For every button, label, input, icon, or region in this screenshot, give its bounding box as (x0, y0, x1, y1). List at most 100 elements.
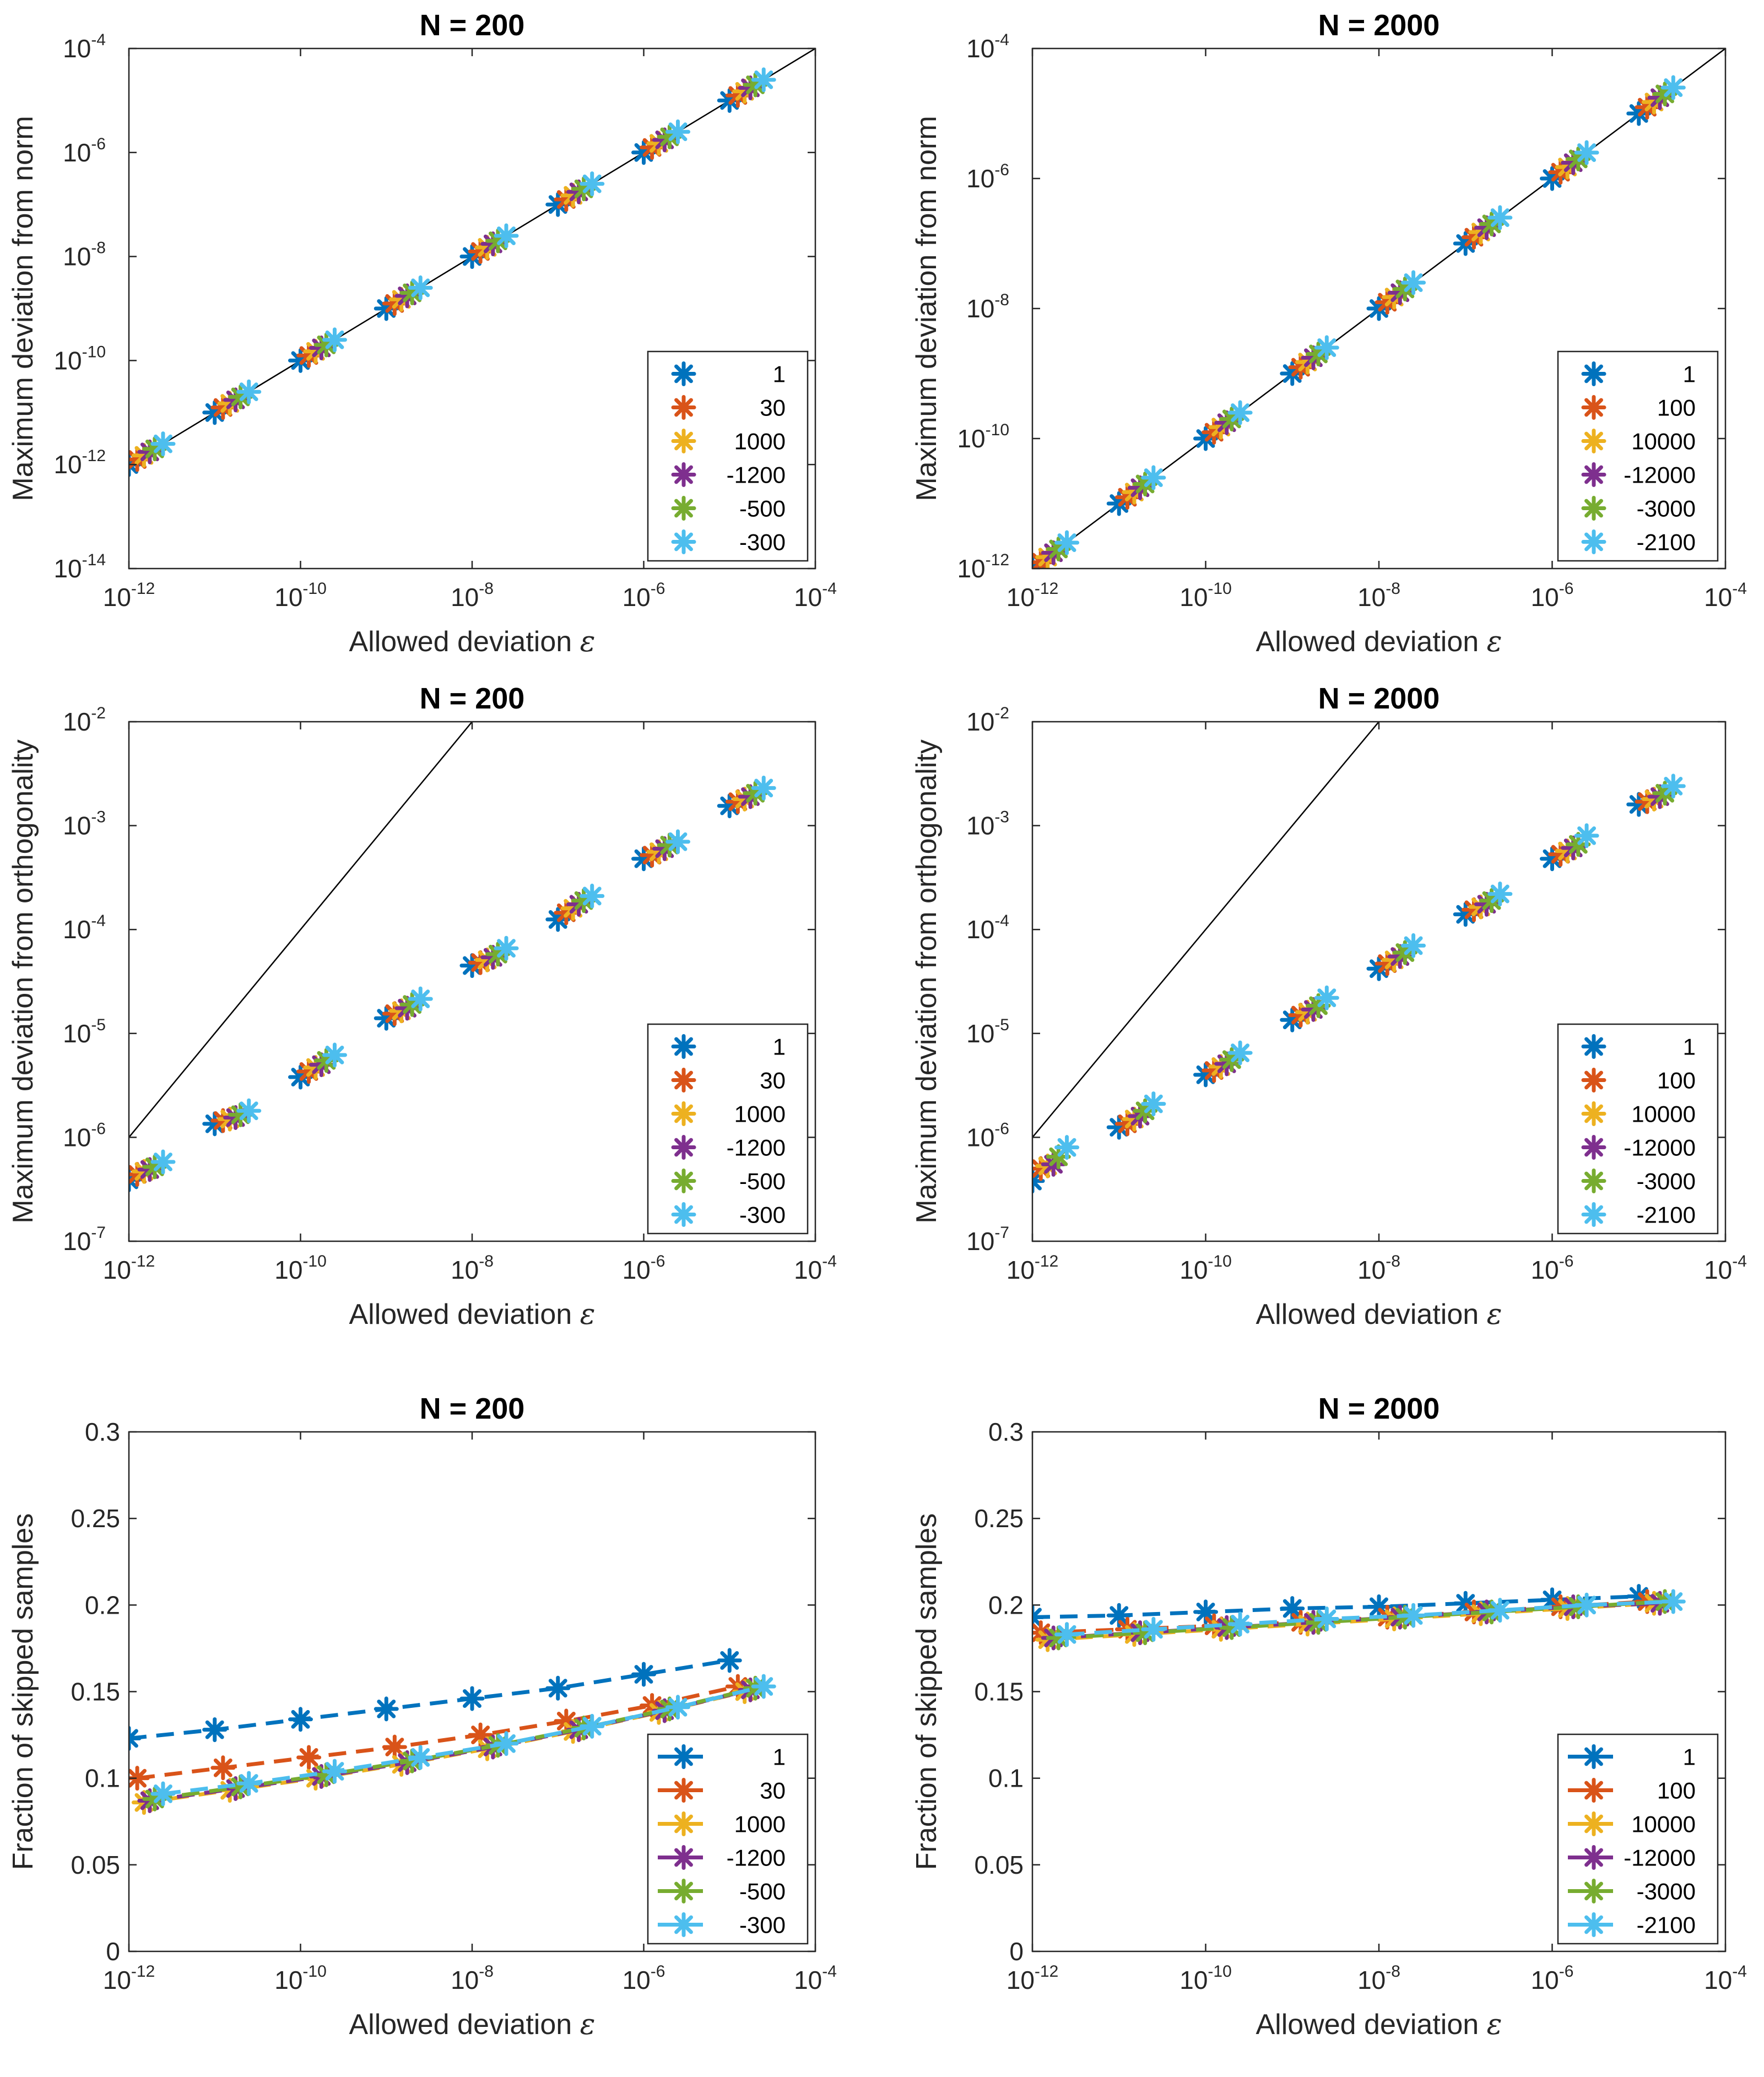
series-line (1032, 1594, 1639, 1619)
data-point (1574, 1592, 1599, 1618)
legend-item: -3000 (1581, 1169, 1696, 1194)
legend: 1 100 10000 -12000 -3000 -2100 (1557, 1733, 1719, 1945)
x-tick-label: 10-4 (794, 580, 837, 612)
chart-title: N = 200 (420, 9, 525, 42)
y-tick-label: 10-4 (966, 912, 1009, 944)
x-tick-label: 10-6 (623, 1962, 665, 1994)
legend-item: -2100 (1581, 529, 1696, 555)
legend-label: -500 (739, 496, 786, 522)
legend-box (647, 350, 809, 562)
legend-label: -3000 (1637, 1169, 1696, 1194)
legend-item: 10000 (1581, 1101, 1696, 1127)
legend-item: 100 (1568, 1778, 1696, 1804)
data-point (580, 1713, 605, 1739)
y-axis-label: Maximum deviation from norm (911, 116, 943, 501)
y-tick-label: 10-2 (966, 704, 1009, 736)
x-axis-label: Allowed deviation ε (349, 1298, 595, 1331)
data-point (1141, 465, 1166, 490)
legend-label: -12000 (1624, 1845, 1696, 1871)
legend: 1 30 1000 -1200 -500 -300 (647, 1733, 809, 1945)
legend-marker (1581, 1744, 1606, 1769)
x-tick-label: 10-10 (1179, 1962, 1232, 1994)
data-point (1314, 985, 1339, 1010)
y-tick-label: 10-5 (966, 1016, 1009, 1048)
plot-content (129, 48, 815, 477)
series-line (163, 1684, 765, 1796)
y-tick-label: 0.2 (988, 1591, 1024, 1619)
data-point (1401, 270, 1426, 295)
legend-marker (671, 395, 696, 420)
data-point (202, 1717, 228, 1743)
legend-item: -300 (671, 529, 786, 555)
y-tick-label: 10-10 (957, 421, 1009, 453)
data-point (545, 1675, 571, 1701)
plot-content (129, 722, 776, 1193)
y-tick-label: 0 (106, 1937, 120, 1966)
data-point (1314, 335, 1339, 360)
legend: 1 30 1000 -1200 -500 -300 (647, 350, 809, 562)
data-point (1227, 400, 1253, 425)
y-tick-label: 10-3 (966, 808, 1009, 840)
legend-item: 30 (671, 1068, 786, 1094)
legend-marker (671, 1744, 696, 1769)
data-point (382, 1734, 407, 1760)
x-tick-label: 10-12 (1007, 1962, 1059, 1994)
legend-marker (1581, 496, 1606, 521)
legend-marker (1581, 1912, 1606, 1937)
series-line (129, 1658, 730, 1740)
x-tick-label: 10-12 (103, 580, 155, 612)
data-point (1660, 75, 1686, 100)
legend-marker (1581, 1068, 1606, 1092)
chart-panel-4: 10-12 10-10 10-8 10-6 10-4 10-7 10-6 10-5 10-4 10… (911, 682, 1747, 1331)
legend-item: 1 (671, 361, 786, 387)
legend-marker (671, 1912, 696, 1937)
reference-line (1032, 722, 1380, 1138)
legend-item: -2100 (1581, 1202, 1696, 1228)
legend-marker (671, 1879, 696, 1903)
y-tick-label: 10-2 (63, 704, 106, 736)
legend-label: -500 (739, 1169, 786, 1194)
legend-marker (1581, 395, 1606, 420)
legend-label: 10000 (1631, 1101, 1696, 1127)
legend-marker (671, 1778, 696, 1803)
data-point (408, 986, 433, 1012)
y-tick-label: 10-8 (63, 239, 106, 271)
legend-item: -500 (671, 1169, 786, 1194)
x-tick-label: 10-8 (1357, 1962, 1400, 1994)
legend-label: -12000 (1624, 1135, 1696, 1161)
legend-item: 1 (671, 1034, 786, 1060)
data-point (236, 379, 262, 404)
legend: 1 100 10000 -12000 -3000 -2100 (1557, 350, 1719, 562)
data-point (296, 1745, 322, 1770)
legend-item: -2100 (1568, 1912, 1696, 1938)
legend-marker (671, 496, 696, 521)
legend-item: -12000 (1581, 462, 1696, 488)
series-1 (129, 1648, 742, 1751)
x-tick-label: 10-6 (1531, 1252, 1574, 1284)
legend-item: -500 (671, 496, 786, 522)
y-tick-label: 10-6 (966, 1119, 1009, 1151)
legend-marker (671, 1068, 696, 1092)
legend-marker (1581, 462, 1606, 487)
legend-label: 10000 (1631, 1811, 1696, 1837)
data-point (494, 935, 519, 961)
y-tick-label: 10-7 (63, 1224, 106, 1256)
legend-box (647, 1733, 809, 1945)
x-tick-label: 10-8 (451, 580, 494, 612)
x-tick-label: 10-12 (103, 1962, 155, 1994)
y-tick-label: 10-14 (53, 551, 106, 583)
x-tick-label: 10-6 (1531, 1962, 1574, 1994)
y-tick-label: 10-10 (53, 343, 106, 375)
legend-marker (671, 1101, 696, 1126)
chart-title: N = 2000 (1318, 1392, 1440, 1425)
data-point (322, 1759, 347, 1784)
legend-box (1557, 1023, 1719, 1235)
y-tick-label: 10-5 (63, 1016, 106, 1048)
data-point (1227, 1040, 1253, 1065)
data-point (1032, 1169, 1045, 1194)
legend-label: 100 (1657, 1068, 1696, 1094)
x-tick-label: 10-8 (1357, 1252, 1400, 1284)
legend-item: 1 (1568, 1744, 1696, 1770)
data-point (150, 1781, 176, 1806)
x-tick-label: 10-8 (1357, 580, 1400, 612)
